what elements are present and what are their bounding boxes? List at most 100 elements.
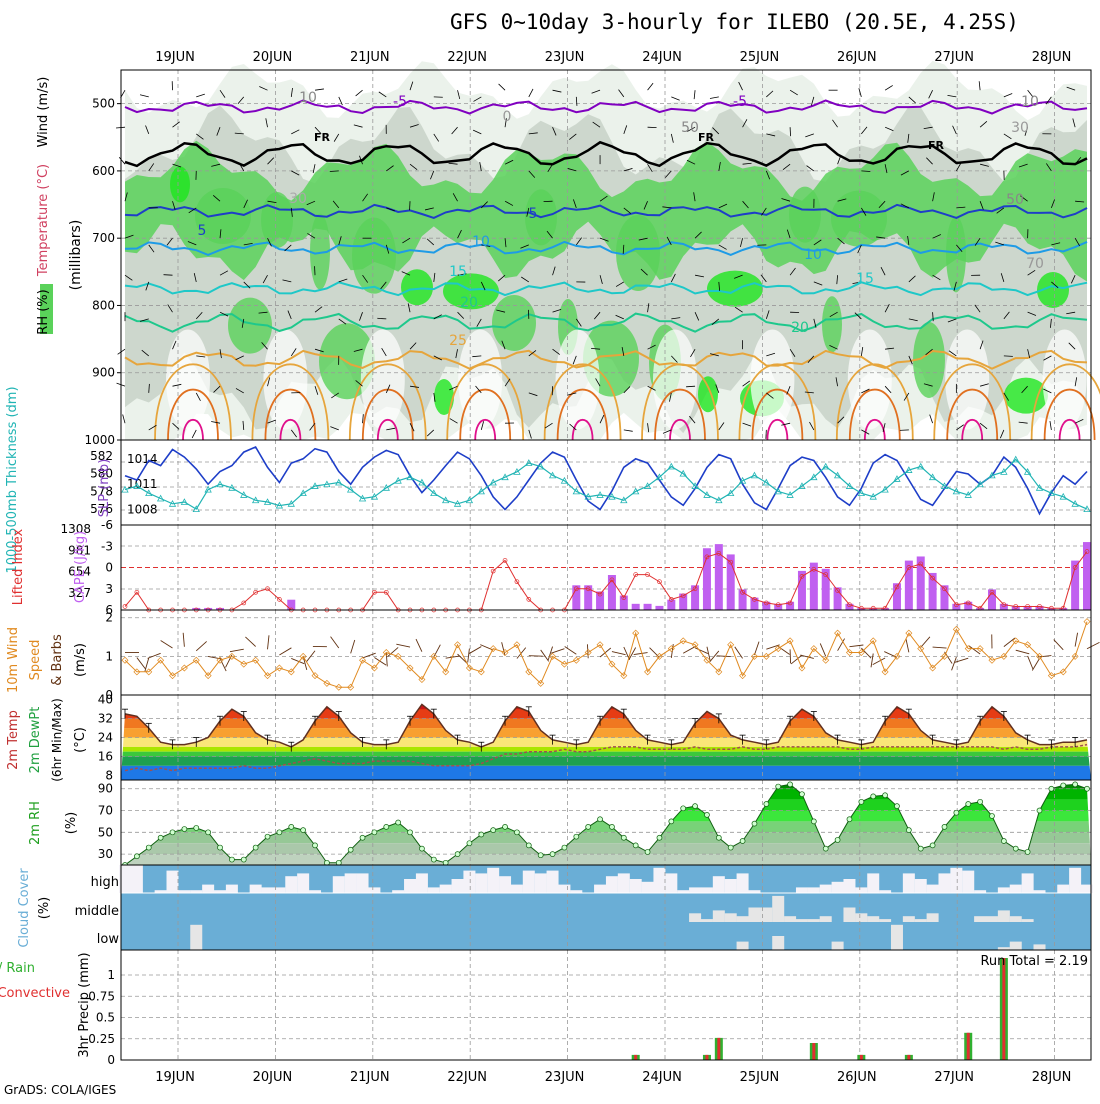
rh-dry-bubble xyxy=(848,329,892,429)
wind-barb-10m xyxy=(612,652,626,655)
cloud-bar-high xyxy=(440,885,452,893)
rh-point xyxy=(1037,808,1042,813)
rh-moist-blob xyxy=(1004,378,1048,414)
wind-barb-10m xyxy=(820,643,825,656)
wind-barb-10m xyxy=(849,645,863,647)
wind-barb-10m xyxy=(161,641,173,648)
cloud-bar-high xyxy=(452,879,464,893)
rh-dry-bubble xyxy=(750,329,794,429)
rh-moist-blob xyxy=(170,166,190,202)
cloud-bar-high xyxy=(333,876,345,893)
cloud-bar-high xyxy=(428,887,440,893)
wind-barb-10m xyxy=(183,633,184,647)
cape-ylabel: CAPE (J/kg) xyxy=(73,531,88,603)
rh-point xyxy=(1013,846,1018,851)
date-label-bottom: 27JUN xyxy=(934,1070,974,1085)
wind-barb-10m xyxy=(565,646,577,654)
temperature-ylabel-4: (°C) xyxy=(73,727,88,753)
rh-tick-label: 90 xyxy=(98,782,113,796)
cloud-bar-high xyxy=(820,885,832,893)
rh-point xyxy=(301,828,306,833)
cloud-bar-middle xyxy=(737,916,749,922)
rh-point xyxy=(788,782,793,787)
rh-point xyxy=(883,793,888,798)
cloud-bar-high xyxy=(653,868,665,893)
wind-barb-10m xyxy=(279,648,291,655)
rh-point xyxy=(657,835,662,840)
rh-dry-bubble xyxy=(263,329,307,429)
cloud-bar-high xyxy=(475,873,487,893)
precip-frame xyxy=(121,950,1091,1060)
rh-dry-bubble xyxy=(361,329,405,429)
cloud-bar-high xyxy=(855,887,867,893)
cloud-bar-high xyxy=(499,876,511,893)
rh-point xyxy=(514,830,519,835)
rh-point xyxy=(348,847,353,852)
lifted-index-ylabel: Lifted Index xyxy=(11,528,26,605)
wind-barb-10m xyxy=(1075,633,1077,647)
contour-label: 50 xyxy=(1006,192,1024,208)
precip-convective-bar xyxy=(860,1055,863,1060)
cloud-row-label-high: high xyxy=(91,875,119,890)
cloud-bar-high xyxy=(226,885,238,893)
wind-barb-10m xyxy=(148,653,161,658)
cloud-ylabel-unit: (%) xyxy=(37,897,52,920)
wind-barb-10m xyxy=(1028,656,1033,669)
rh-point xyxy=(134,854,139,859)
rh-point xyxy=(479,832,484,837)
cloud-bar-high xyxy=(689,887,701,893)
rh-tick-label: 70 xyxy=(98,804,113,818)
rh-point xyxy=(633,843,638,848)
cloud-bar-middle xyxy=(986,916,998,922)
rh-point xyxy=(313,843,318,848)
cloud-bar-middle xyxy=(915,919,927,922)
wind-speed-line xyxy=(125,622,1087,688)
precip-convective-bar xyxy=(634,1055,637,1060)
rh-point xyxy=(811,819,816,824)
wind-barb-10m xyxy=(245,637,255,647)
cloud-bar-high xyxy=(404,879,416,893)
rh-point xyxy=(384,824,389,829)
cloud-bar-high xyxy=(416,873,428,893)
thickness-frame xyxy=(121,440,1091,525)
date-label-top: 21JUN xyxy=(350,50,390,65)
cloud-bar-high xyxy=(737,873,749,893)
rh-point xyxy=(218,845,223,850)
date-label-top: 27JUN xyxy=(934,50,974,65)
wind-barb-10m xyxy=(600,648,611,657)
rh-point xyxy=(289,824,294,829)
slp-ylabel: SLP (mb) xyxy=(97,459,112,518)
temperature-ylabel-3: (6hr Min/Max) xyxy=(50,698,64,782)
contour-label: 0 xyxy=(503,109,512,125)
cloud-bar-high xyxy=(202,885,214,893)
wind-barb-10m xyxy=(1054,640,1064,650)
rh-point xyxy=(396,820,401,825)
rh-point xyxy=(906,828,911,833)
wind-ylabel-1: 10m Wind xyxy=(6,627,21,693)
credit-text: GrADS: COLA/IGES xyxy=(4,1083,116,1097)
upper-air-yunit: (millibars) xyxy=(68,220,84,291)
temperature-band xyxy=(121,752,1091,757)
rh-point xyxy=(1073,782,1078,787)
wind-barb-10m xyxy=(268,635,269,649)
cloud-bar-high xyxy=(535,873,547,893)
wind-barb-10m xyxy=(683,646,695,653)
rh-point xyxy=(538,853,543,858)
date-label-bottom: 22JUN xyxy=(447,1070,487,1085)
upper-air-ytick-label: 900 xyxy=(92,366,115,380)
date-label-top: 22JUN xyxy=(447,50,487,65)
wind-barb-10m xyxy=(230,649,244,651)
rh-point xyxy=(526,843,531,848)
rh-point xyxy=(954,810,959,815)
rh-point xyxy=(847,817,852,822)
contour-label: 10 xyxy=(804,247,822,263)
cloud-bar-high xyxy=(523,871,535,893)
rh-moist-blob xyxy=(352,218,396,294)
rh-point xyxy=(562,845,567,850)
precip-tick-label: 0.25 xyxy=(88,1032,115,1046)
rh-point xyxy=(799,792,804,797)
wind-barb-10m xyxy=(374,658,386,666)
wind-barb-10m xyxy=(921,637,930,648)
rh-point xyxy=(1085,786,1090,791)
